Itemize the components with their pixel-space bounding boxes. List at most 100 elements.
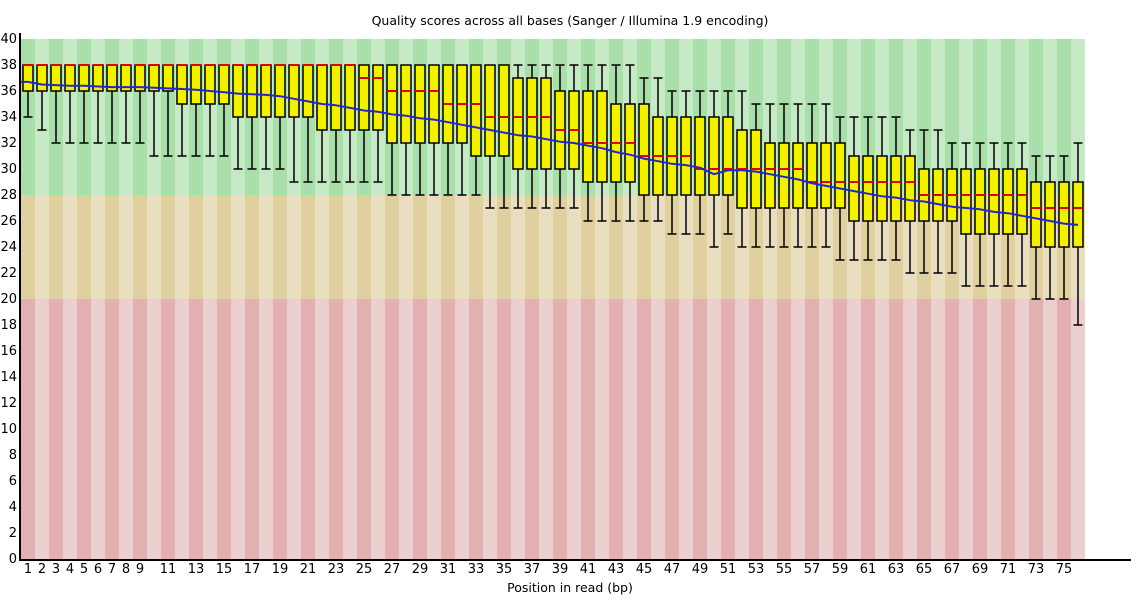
band-reasonable-stripe xyxy=(567,195,581,299)
y-tick-label: 16 xyxy=(0,344,17,359)
quality-box xyxy=(498,64,510,157)
band-poor-stripe xyxy=(77,299,91,559)
band-reasonable-stripe xyxy=(119,195,133,299)
x-tick-label: 21 xyxy=(300,562,317,577)
band-poor-stripe xyxy=(343,299,357,559)
quality-box xyxy=(22,64,34,92)
quality-box xyxy=(862,155,874,222)
band-reasonable-stripe xyxy=(63,195,77,299)
quality-box xyxy=(274,64,286,118)
quality-box xyxy=(428,64,440,144)
band-reasonable-stripe xyxy=(315,195,329,299)
x-tick-label: 8 xyxy=(122,562,130,577)
quality-box xyxy=(204,64,216,105)
band-poor-stripe xyxy=(1029,299,1043,559)
band-reasonable-stripe xyxy=(189,195,203,299)
band-good-stripe xyxy=(1071,39,1085,195)
band-poor-stripe xyxy=(693,299,707,559)
quality-box xyxy=(722,116,734,196)
quality-box xyxy=(960,168,972,235)
band-good-stripe xyxy=(917,39,931,195)
y-tick-label: 14 xyxy=(0,370,17,385)
quality-box xyxy=(246,64,258,118)
band-poor-stripe xyxy=(385,299,399,559)
x-tick-label: 17 xyxy=(244,562,261,577)
band-reasonable-stripe xyxy=(553,195,567,299)
band-poor-stripe xyxy=(833,299,847,559)
x-tick-label: 23 xyxy=(328,562,345,577)
x-tick-label: 6 xyxy=(94,562,102,577)
band-reasonable-stripe xyxy=(273,195,287,299)
band-reasonable-stripe xyxy=(161,195,175,299)
band-poor-stripe xyxy=(525,299,539,559)
band-reasonable-stripe xyxy=(679,195,693,299)
band-reasonable-stripe xyxy=(77,195,91,299)
band-poor-stripe xyxy=(1057,299,1071,559)
quality-box xyxy=(162,64,174,92)
band-reasonable-stripe xyxy=(21,195,35,299)
quality-box xyxy=(1016,168,1028,235)
quality-box xyxy=(904,155,916,222)
band-poor-stripe xyxy=(357,299,371,559)
x-tick-label: 5 xyxy=(80,562,88,577)
x-tick-label: 33 xyxy=(468,562,485,577)
band-poor-stripe xyxy=(189,299,203,559)
x-tick-label: 3 xyxy=(52,562,60,577)
y-tick-label: 6 xyxy=(9,474,17,489)
band-poor-stripe xyxy=(595,299,609,559)
band-reasonable-stripe xyxy=(665,195,679,299)
y-tick-label: 18 xyxy=(0,318,17,333)
y-tick-label: 26 xyxy=(0,214,17,229)
band-poor-stripe xyxy=(119,299,133,559)
x-tick-label: 61 xyxy=(860,562,877,577)
mean-line xyxy=(21,80,1079,226)
band-good-stripe xyxy=(959,39,973,195)
y-tick-label: 24 xyxy=(0,240,17,255)
quality-box xyxy=(582,90,594,183)
quality-box xyxy=(50,64,62,92)
y-tick-label: 32 xyxy=(0,136,17,151)
quality-box xyxy=(848,155,860,222)
quality-box xyxy=(400,64,412,144)
y-tick-label: 34 xyxy=(0,110,17,125)
band-poor-stripe xyxy=(147,299,161,559)
band-reasonable-stripe xyxy=(413,195,427,299)
x-tick-label: 37 xyxy=(524,562,541,577)
x-tick-label: 69 xyxy=(972,562,989,577)
x-tick-label: 53 xyxy=(748,562,765,577)
band-poor-stripe xyxy=(1015,299,1029,559)
band-poor-stripe xyxy=(35,299,49,559)
band-reasonable-stripe xyxy=(133,195,147,299)
band-poor-stripe xyxy=(273,299,287,559)
y-tick-label: 22 xyxy=(0,266,17,281)
quality-box xyxy=(176,64,188,105)
band-reasonable-stripe xyxy=(147,195,161,299)
band-reasonable-stripe xyxy=(525,195,539,299)
x-tick-label: 47 xyxy=(664,562,681,577)
band-reasonable-stripe xyxy=(49,195,63,299)
x-tick-label: 43 xyxy=(608,562,625,577)
x-tick-label: 67 xyxy=(944,562,961,577)
x-tick-label: 13 xyxy=(188,562,205,577)
x-tick-label: 41 xyxy=(580,562,597,577)
band-reasonable-stripe xyxy=(441,195,455,299)
y-tick-label: 0 xyxy=(9,552,17,567)
band-poor-stripe xyxy=(483,299,497,559)
band-poor-stripe xyxy=(245,299,259,559)
band-poor-stripe xyxy=(917,299,931,559)
band-poor-stripe xyxy=(329,299,343,559)
quality-box xyxy=(190,64,202,105)
band-poor-stripe xyxy=(203,299,217,559)
y-tick-label: 2 xyxy=(9,526,17,541)
quality-box xyxy=(302,64,314,118)
band-poor-stripe xyxy=(511,299,525,559)
quality-box xyxy=(876,155,888,222)
y-tick-label: 36 xyxy=(0,84,17,99)
x-tick-label: 51 xyxy=(720,562,737,577)
x-tick-label: 27 xyxy=(384,562,401,577)
quality-box xyxy=(288,64,300,118)
band-reasonable-stripe xyxy=(511,195,525,299)
band-poor-stripe xyxy=(581,299,595,559)
x-tick-label: 63 xyxy=(888,562,905,577)
